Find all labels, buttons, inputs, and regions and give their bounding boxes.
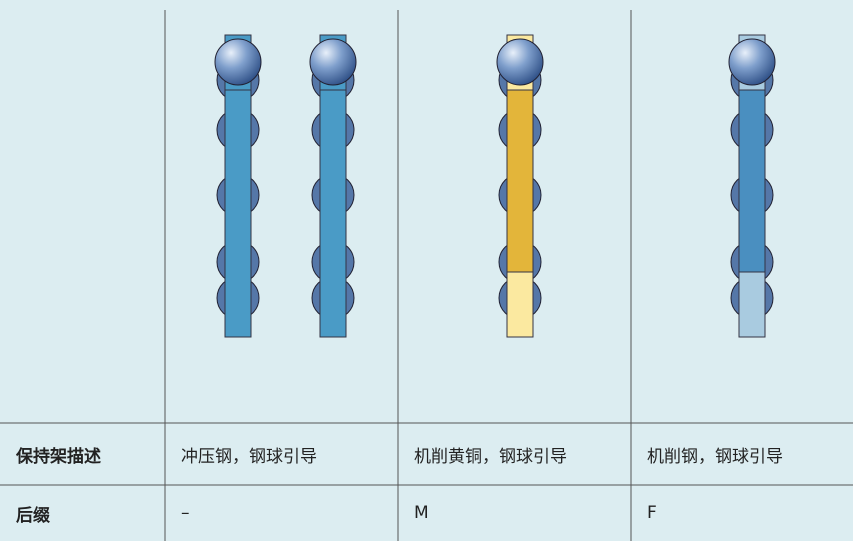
cell: F xyxy=(647,503,657,523)
row-header: 后缀 xyxy=(16,505,50,526)
cage-part xyxy=(214,38,262,86)
cell: M xyxy=(414,503,429,523)
cell: – xyxy=(181,503,190,523)
cell: 机削黄铜，钢球引导 xyxy=(414,446,567,467)
cage-part xyxy=(319,89,347,338)
cage-part xyxy=(309,38,357,86)
cage-part xyxy=(496,38,544,86)
cage-part xyxy=(728,38,776,86)
cage-part xyxy=(738,89,766,273)
cage-part xyxy=(506,89,534,273)
row-header: 保持架描述 xyxy=(16,446,101,467)
cell: 机削钢，钢球引导 xyxy=(647,446,783,467)
cell: 冲压钢，钢球引导 xyxy=(181,446,317,467)
cage-part xyxy=(224,89,252,338)
